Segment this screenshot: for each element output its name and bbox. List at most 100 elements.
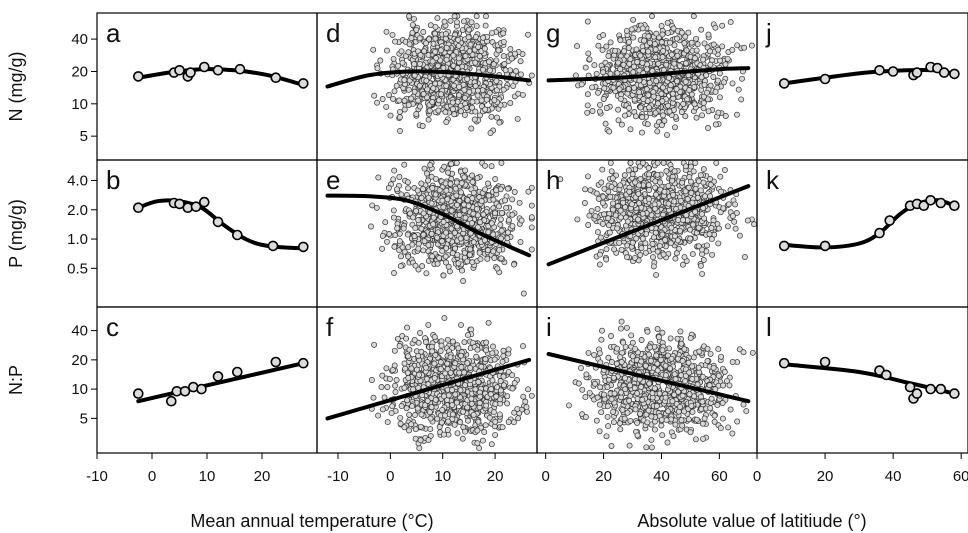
data-point (658, 23, 665, 29)
data-point (447, 232, 454, 239)
data-point (615, 203, 621, 210)
data-point (488, 441, 495, 448)
data-point (717, 57, 724, 64)
data-point (432, 175, 439, 182)
data-point (468, 19, 475, 26)
data-point (603, 256, 610, 263)
data-point (465, 417, 471, 424)
data-point (368, 377, 375, 383)
data-point (436, 255, 443, 261)
data-point (444, 196, 451, 203)
data-point (436, 187, 443, 194)
data-point (732, 201, 739, 208)
data-point (631, 96, 638, 103)
data-point (691, 101, 698, 108)
data-point (456, 369, 463, 376)
data-point (416, 445, 423, 452)
data-point (429, 58, 436, 65)
data-point (665, 102, 671, 109)
data-point (681, 40, 688, 47)
data-point (654, 326, 661, 332)
data-point (500, 353, 507, 359)
data-point (468, 395, 475, 402)
data-point (458, 108, 464, 115)
data-point (408, 365, 415, 372)
data-point (631, 63, 637, 70)
data-point (397, 263, 404, 270)
data-point (516, 199, 523, 206)
data-point (671, 198, 678, 205)
data-point (700, 105, 707, 112)
data-point (415, 97, 422, 104)
data-point (701, 415, 708, 422)
data-point (644, 121, 651, 128)
data-point (596, 251, 603, 258)
data-point (441, 315, 448, 322)
data-point (432, 30, 438, 37)
data-point (719, 22, 726, 29)
data-point (626, 60, 633, 67)
data-point (441, 18, 448, 25)
data-point (417, 103, 423, 110)
data-point (441, 393, 447, 400)
data-point (468, 326, 475, 333)
data-point (520, 393, 527, 400)
data-point (661, 188, 668, 195)
data-point (505, 217, 512, 224)
data-point (458, 189, 464, 196)
data-point (399, 244, 406, 251)
data-point (199, 196, 210, 208)
data-point (370, 46, 377, 53)
data-point (693, 47, 700, 54)
data-point (524, 408, 530, 415)
data-point (584, 109, 591, 116)
data-point (691, 84, 698, 91)
data-point (443, 259, 449, 266)
data-point (651, 426, 658, 433)
data-point (371, 341, 378, 348)
data-point (382, 219, 389, 226)
data-point (617, 426, 624, 433)
data-point (391, 243, 398, 250)
data-point (437, 348, 444, 354)
data-point (449, 387, 456, 393)
data-point (445, 392, 452, 399)
data-point (474, 427, 481, 434)
data-point (572, 72, 579, 79)
data-point (415, 371, 422, 378)
data-point (514, 115, 521, 122)
data-point (720, 205, 727, 212)
data-point (480, 34, 487, 41)
data-point (721, 167, 728, 173)
data-point (447, 369, 454, 376)
data-point (397, 414, 404, 421)
data-point (185, 67, 196, 78)
data-point (451, 82, 457, 89)
data-point (476, 445, 483, 452)
data-point (658, 39, 665, 46)
data-point (379, 232, 386, 239)
data-point (679, 261, 686, 268)
data-point (442, 109, 449, 116)
data-point (424, 94, 430, 101)
data-point (396, 108, 403, 115)
data-point (438, 47, 444, 54)
data-point (605, 215, 612, 222)
data-point (662, 237, 669, 243)
data-point (474, 440, 481, 447)
data-point (447, 17, 454, 24)
data-point (405, 49, 412, 56)
data-point (398, 191, 405, 198)
data-point (633, 46, 640, 53)
data-point (601, 85, 608, 92)
data-point (600, 32, 607, 39)
data-point (599, 327, 605, 334)
data-point (673, 86, 680, 93)
data-point (600, 96, 607, 102)
data-point (438, 91, 445, 98)
data-point (640, 159, 646, 166)
data-point (445, 169, 452, 176)
data-point (412, 435, 419, 442)
data-point (390, 95, 397, 102)
data-point (689, 199, 696, 206)
